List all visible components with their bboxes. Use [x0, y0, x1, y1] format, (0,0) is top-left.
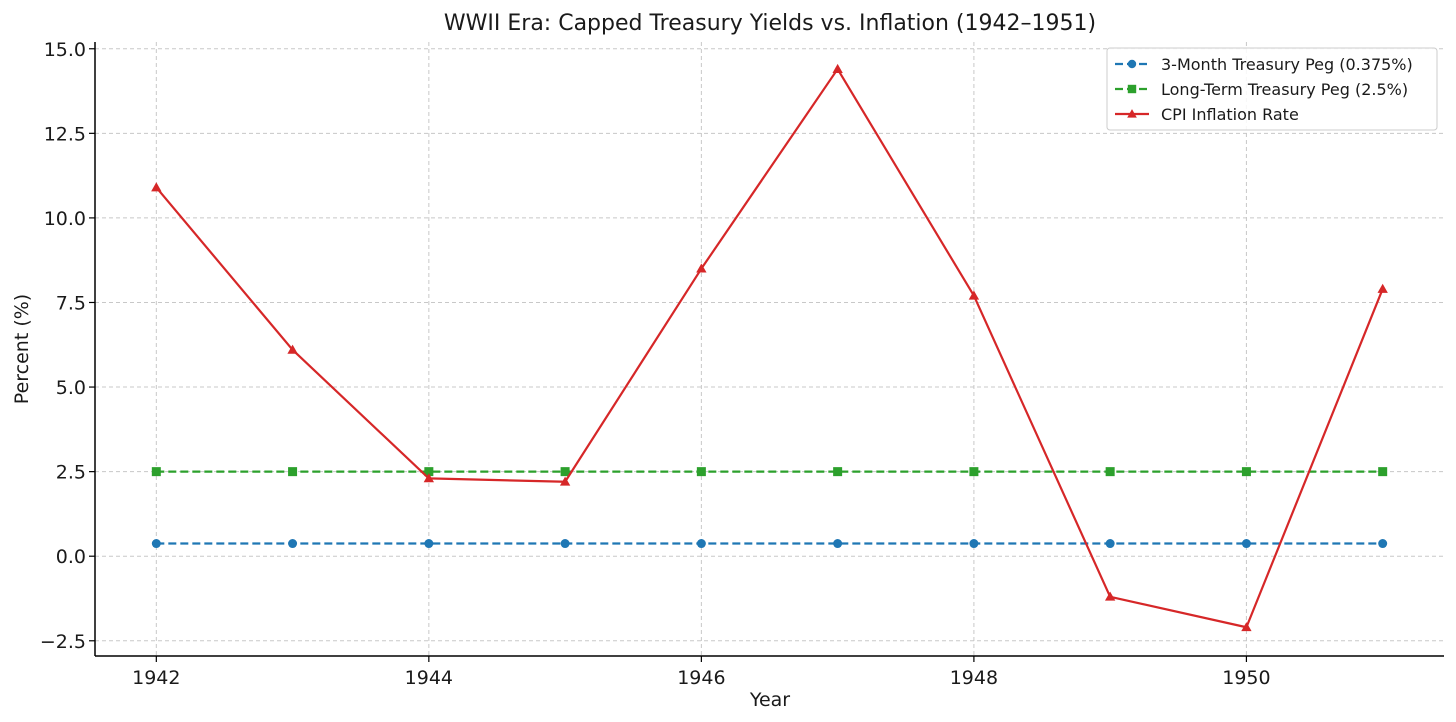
- point-marker-circle: [1241, 539, 1251, 549]
- y-tick-label: 12.5: [44, 123, 86, 145]
- legend-label: CPI Inflation Rate: [1161, 105, 1299, 124]
- point-marker-triangle: [287, 344, 298, 354]
- chart-title: WWII Era: Capped Treasury Yields vs. Inf…: [444, 11, 1096, 36]
- y-tick-label: 15.0: [44, 39, 86, 61]
- series-0: [151, 539, 1388, 549]
- legend-label: 3-Month Treasury Peg (0.375%): [1161, 55, 1413, 74]
- point-marker-circle: [151, 539, 161, 549]
- point-marker-circle: [288, 539, 298, 549]
- x-axis-label: Year: [749, 689, 790, 711]
- y-tick-label: 7.5: [56, 292, 86, 314]
- x-tick-label: 1942: [132, 667, 180, 689]
- point-marker-triangle: [1241, 622, 1252, 632]
- y-axis-label: Percent (%): [11, 294, 33, 404]
- point-marker-circle: [1105, 539, 1115, 549]
- legend-entry: CPI Inflation Rate: [1115, 105, 1299, 124]
- point-marker-triangle: [423, 473, 435, 483]
- grid: [95, 42, 1444, 656]
- point-marker-triangle: [968, 290, 980, 300]
- point-marker-square: [1105, 467, 1115, 477]
- point-marker-square: [288, 467, 298, 477]
- y-tick-label: 10.0: [44, 208, 86, 230]
- point-marker-triangle: [1104, 591, 1116, 601]
- point-marker-circle: [833, 539, 843, 549]
- point-marker-square: [560, 467, 570, 477]
- series-1: [151, 467, 1388, 477]
- point-marker-square: [1127, 84, 1137, 94]
- point-marker-circle: [969, 539, 979, 549]
- point-marker-triangle: [1127, 109, 1137, 118]
- point-marker-circle: [560, 539, 570, 549]
- point-marker-circle: [1127, 59, 1137, 69]
- point-marker-square: [833, 467, 843, 477]
- point-marker-triangle: [832, 63, 843, 73]
- point-marker-square: [696, 467, 706, 477]
- point-marker-triangle: [559, 476, 571, 486]
- series-group: [151, 63, 1388, 632]
- point-marker-triangle: [696, 263, 707, 273]
- x-tick-label: 1948: [950, 667, 998, 689]
- series-2: [151, 63, 1388, 632]
- point-marker-triangle: [151, 182, 162, 192]
- point-marker-square: [424, 467, 434, 477]
- legend-box: [1106, 47, 1438, 131]
- axes: 1942 1944 1946 1948 1950 −2.5 0.0 2.5 5.0 7.5 10.0…: [40, 39, 1444, 689]
- legend-entry: 3-Month Treasury Peg (0.375%): [1115, 55, 1413, 74]
- point-marker-circle: [1378, 539, 1388, 549]
- point-marker-circle: [696, 539, 706, 549]
- point-marker-circle: [424, 539, 434, 549]
- legend: 3-Month Treasury Peg (0.375%) Long-Term T…: [1106, 47, 1438, 131]
- point-marker-square: [1241, 467, 1251, 477]
- y-tick-label: 5.0: [56, 377, 86, 399]
- x-tick-label: 1950: [1222, 667, 1270, 689]
- legend-entry: Long-Term Treasury Peg (2.5%): [1115, 80, 1408, 99]
- point-marker-square: [151, 467, 161, 477]
- point-marker-square: [1378, 467, 1388, 477]
- x-tick-label: 1946: [677, 667, 725, 689]
- series-line: [155, 67, 1384, 629]
- y-tick-label: 2.5: [56, 462, 86, 484]
- x-tick-label: 1944: [405, 667, 453, 689]
- legend-label: Long-Term Treasury Peg (2.5%): [1161, 80, 1408, 99]
- point-marker-square: [969, 467, 979, 477]
- y-tick-label: −2.5: [40, 631, 86, 653]
- point-marker-triangle: [1377, 283, 1388, 293]
- y-tick-label: 0.0: [56, 546, 86, 568]
